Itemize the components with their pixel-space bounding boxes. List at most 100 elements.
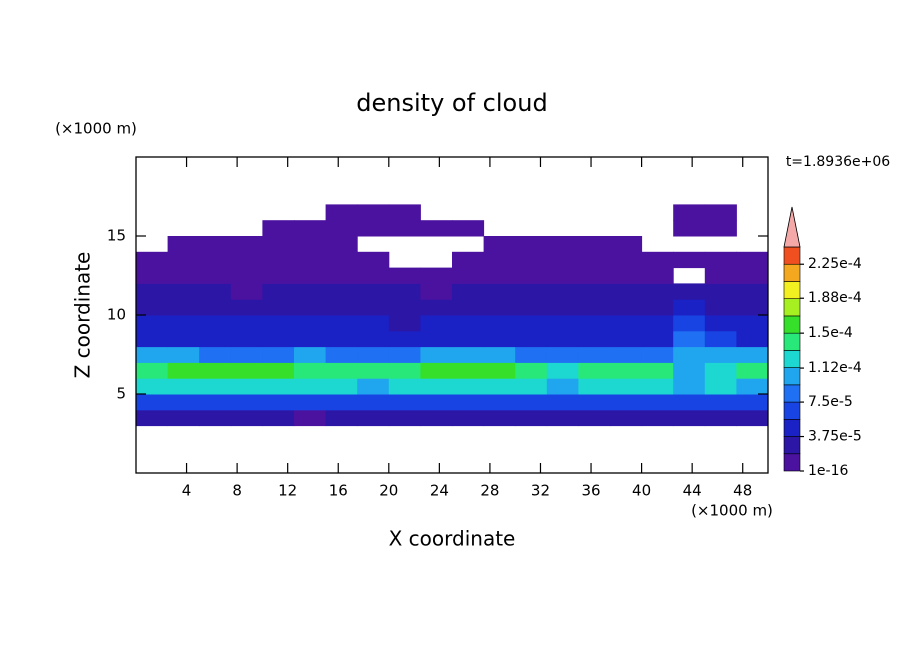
- field-cell: [388, 362, 421, 379]
- field-cell: [420, 409, 453, 427]
- field-cell: [325, 409, 358, 427]
- field-cell: [167, 330, 200, 348]
- field-cell: [388, 378, 421, 395]
- field-cell: [199, 409, 232, 427]
- field-cell: [357, 394, 390, 411]
- field-cell: [262, 362, 295, 379]
- field-cell: [230, 409, 263, 427]
- field-cell: [262, 315, 295, 332]
- field-cell: [610, 394, 643, 411]
- field-cell: [704, 251, 737, 269]
- field-cell: [262, 299, 295, 316]
- field-cell: [546, 409, 579, 427]
- field-cell: [325, 267, 358, 284]
- field-cell: [515, 283, 548, 300]
- field-cell: [388, 204, 421, 221]
- field-cell: [199, 362, 232, 379]
- field-cell: [420, 299, 453, 316]
- field-cell: [546, 315, 579, 332]
- colorbar-box: [783, 298, 801, 317]
- field-cell: [641, 394, 674, 411]
- colorbar-label: 1.88e-4: [808, 290, 862, 306]
- field-cell: [199, 236, 232, 253]
- field-cell: [199, 283, 232, 300]
- field-cell: [294, 267, 327, 284]
- field-cell: [420, 267, 453, 284]
- x-tick-label: 48: [733, 482, 752, 500]
- x-tick-label: 36: [581, 482, 600, 500]
- field-cell: [230, 283, 263, 300]
- field-cell: [515, 251, 548, 269]
- field-cell: [673, 220, 706, 237]
- field-cell: [673, 204, 706, 221]
- field-cell: [294, 346, 327, 363]
- field-cell: [420, 378, 453, 395]
- field-cell: [262, 283, 295, 300]
- field-cell: [578, 330, 611, 348]
- field-cell: [736, 283, 769, 300]
- field-cell: [736, 409, 769, 427]
- field-cell: [388, 409, 421, 427]
- field-cell: [452, 283, 485, 300]
- field-cell: [167, 251, 200, 269]
- field-cell: [641, 267, 674, 284]
- field-cell: [262, 330, 295, 348]
- field-cell: [515, 330, 548, 348]
- field: [136, 204, 769, 427]
- field-cell: [736, 299, 769, 316]
- field-cell: [136, 299, 169, 316]
- field-cell: [199, 394, 232, 411]
- x-tick-label: 20: [379, 482, 398, 500]
- field-cell: [704, 362, 737, 379]
- field-cell: [167, 346, 200, 363]
- field-cell: [483, 362, 516, 379]
- field-cell: [673, 362, 706, 379]
- field-cell: [199, 299, 232, 316]
- field-cell: [357, 346, 390, 363]
- field-cell: [578, 346, 611, 363]
- field-cell: [167, 394, 200, 411]
- field-cell: [515, 299, 548, 316]
- x-tick-label: 40: [632, 482, 651, 500]
- field-cell: [262, 394, 295, 411]
- x-axis-label: X coordinate: [389, 527, 516, 551]
- y-tick-label: 5: [116, 385, 126, 403]
- field-cell: [515, 362, 548, 379]
- field-cell: [736, 330, 769, 348]
- field-cell: [452, 378, 485, 395]
- field-cell: [452, 251, 485, 269]
- field-cell: [704, 283, 737, 300]
- field-cell: [325, 299, 358, 316]
- y-tick-label: 15: [107, 227, 126, 245]
- field-cell: [673, 346, 706, 363]
- field-cell: [515, 409, 548, 427]
- field-cell: [357, 283, 390, 300]
- colorbar-box: [783, 401, 801, 420]
- field-cell: [388, 394, 421, 411]
- field-cell: [610, 251, 643, 269]
- field-cell: [294, 283, 327, 300]
- field-cell: [610, 236, 643, 253]
- field-cell: [546, 378, 579, 395]
- field-cell: [673, 330, 706, 348]
- colorbar-label: 7.5e-5: [808, 394, 853, 410]
- field-cell: [388, 346, 421, 363]
- field-cell: [167, 283, 200, 300]
- x-tick-label: 28: [480, 482, 499, 500]
- field-cell: [483, 267, 516, 284]
- x-tick-label: 16: [329, 482, 348, 500]
- time-label: t=1.8936e+06: [786, 154, 890, 170]
- field-cell: [325, 330, 358, 348]
- field-cell: [704, 346, 737, 363]
- chart-title: density of cloud: [356, 89, 547, 117]
- field-cell: [546, 251, 579, 269]
- field-cell: [641, 409, 674, 427]
- field-cell: [357, 409, 390, 427]
- field-cell: [420, 283, 453, 300]
- field-cell: [136, 409, 169, 427]
- field-cell: [578, 299, 611, 316]
- colorbar-box: [783, 350, 801, 368]
- field-cell: [641, 299, 674, 316]
- field-cell: [452, 299, 485, 316]
- field-cell: [420, 346, 453, 363]
